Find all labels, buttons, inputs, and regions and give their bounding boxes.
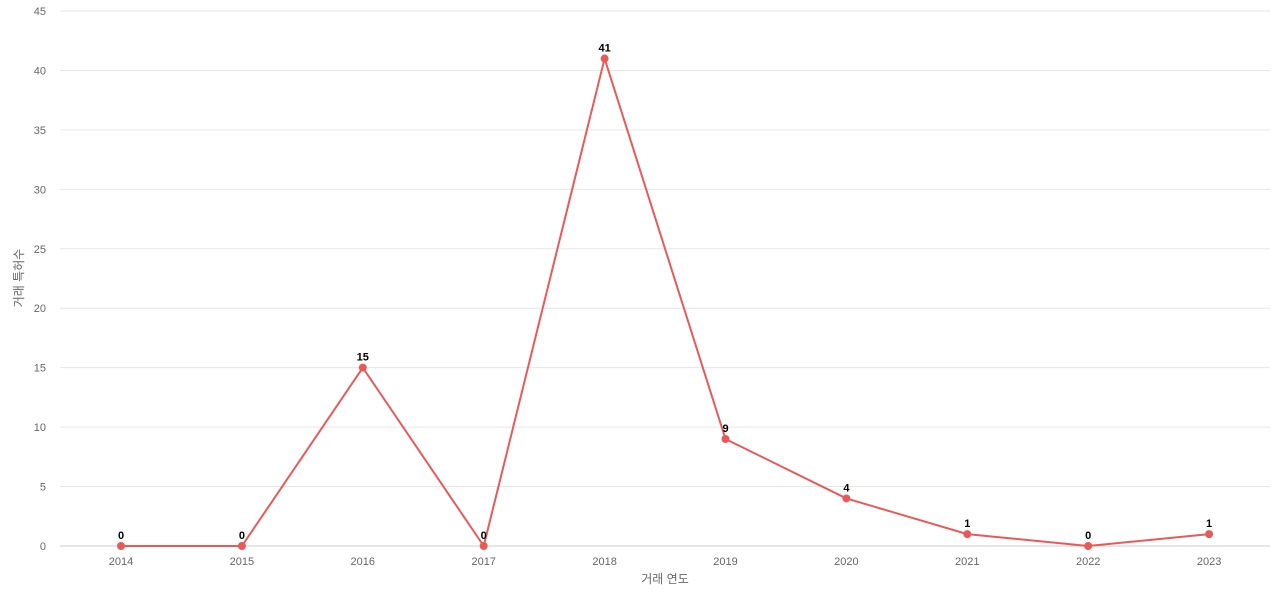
y-tick-label: 40: [34, 65, 46, 77]
data-point[interactable]: [600, 54, 609, 63]
data-label: 4: [843, 482, 850, 494]
x-tick-label: 2020: [834, 556, 858, 568]
data-label: 0: [481, 530, 487, 542]
data-point[interactable]: [963, 530, 972, 539]
series-line-group: [121, 57, 1210, 547]
data-label: 0: [239, 530, 245, 542]
series-line: [121, 57, 1210, 547]
x-axis-ticks: 2014 2015 2016 2017 2018 2019 2020 2021 2022 2023: [109, 556, 1222, 568]
data-label: 41: [598, 43, 610, 55]
x-axis-title: 거래 연도: [641, 572, 689, 586]
data-label: 1: [964, 518, 970, 530]
x-tick-label: 2022: [1076, 556, 1100, 568]
data-point[interactable]: [1205, 530, 1214, 539]
y-tick-label: 45: [34, 6, 46, 18]
y-tick-label: 10: [34, 422, 46, 434]
data-point[interactable]: [358, 363, 367, 372]
y-tick-label: 35: [34, 125, 46, 137]
data-point[interactable]: [117, 542, 125, 550]
y-tick-label: 0: [40, 541, 46, 553]
data-label: 9: [722, 423, 728, 435]
data-label: 0: [118, 530, 124, 542]
y-tick-label: 5: [40, 482, 46, 494]
x-tick-label: 2017: [471, 556, 495, 568]
data-label: 1: [1206, 518, 1212, 530]
data-point[interactable]: [842, 494, 851, 503]
y-tick-label: 20: [34, 303, 46, 315]
y-tick-label: 30: [34, 184, 46, 196]
y-axis-ticks: 0 5 10 15 20 25 30 35 40 45: [34, 6, 46, 553]
x-tick-label: 2018: [592, 556, 616, 568]
x-tick-label: 2023: [1197, 556, 1221, 568]
x-tick-label: 2014: [109, 556, 133, 568]
x-tick-label: 2015: [230, 556, 254, 568]
x-tick-label: 2019: [713, 556, 737, 568]
x-tick-label: 2021: [955, 556, 979, 568]
y-tick-label: 15: [34, 363, 46, 375]
data-point[interactable]: [1084, 542, 1093, 550]
data-points: [117, 54, 1214, 550]
data-point[interactable]: [721, 435, 730, 443]
data-label: 0: [1085, 530, 1091, 542]
y-tick-label: 25: [34, 244, 46, 256]
data-point[interactable]: [237, 542, 246, 550]
data-label: 15: [357, 352, 369, 364]
y-axis-title: 거래 특허수: [12, 249, 26, 308]
x-tick-label: 2016: [351, 556, 375, 568]
gridlines: [60, 10, 1270, 547]
data-point[interactable]: [479, 542, 488, 550]
